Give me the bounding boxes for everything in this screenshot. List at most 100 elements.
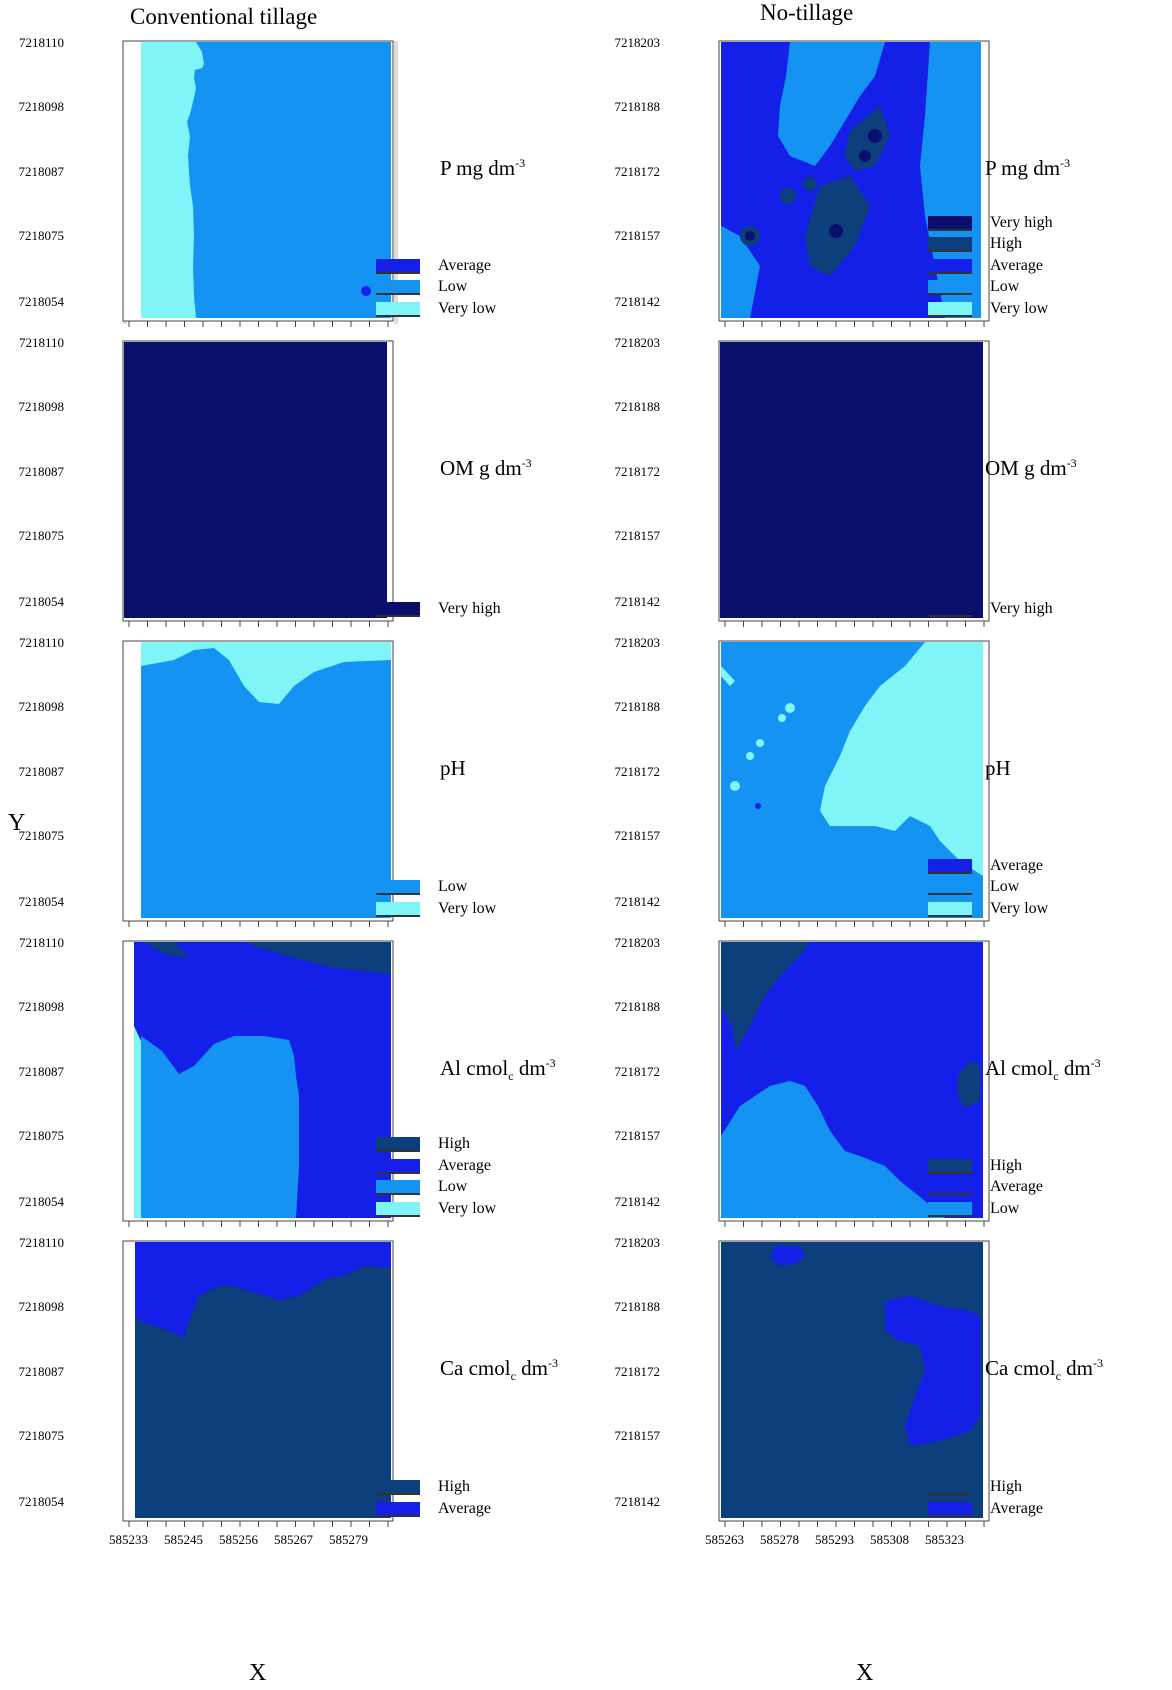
y-tick-label: 7218054: [0, 595, 64, 609]
y-tick-label: 7218054: [0, 1495, 64, 1509]
x-tick-marks: [719, 621, 1009, 631]
variable-name: Al cmol: [440, 1056, 508, 1080]
x-tick-marks: [123, 621, 413, 631]
legend-label: Very low: [438, 300, 496, 318]
legend-label: Very high: [990, 214, 1053, 232]
x-axis-letter-right: X: [856, 1660, 873, 1687]
legend-swatch: [376, 1180, 420, 1195]
legend-swatch: [928, 902, 972, 917]
y-tick-label: 7218087: [0, 165, 64, 179]
column-title-no-tillage: No-tillage: [760, 0, 853, 26]
map-panel-ph-conventional: [44, 636, 324, 926]
y-tick-label: 7218098: [0, 1300, 64, 1314]
y-tick-label: 7218098: [0, 700, 64, 714]
legend-swatch: [928, 602, 972, 617]
x-tick-label: 585293: [815, 1532, 854, 1548]
y-tick-label: 7218172: [582, 765, 660, 779]
y-tick-label: 7218203: [582, 936, 660, 950]
map-panel-p-no-tillage: [640, 36, 920, 326]
legend-label: Very low: [438, 900, 496, 918]
x-tick-label: 585263: [705, 1532, 744, 1548]
y-tick-label: 7218087: [0, 1065, 64, 1079]
variable-suffix: dm: [514, 1056, 546, 1080]
variable-superscript: -3: [1067, 456, 1077, 470]
variable-name: Al cmol: [985, 1056, 1053, 1080]
map-p-no-tillage: [640, 36, 920, 326]
legend-swatch: [928, 1180, 972, 1195]
x-tick-label: 585323: [925, 1532, 964, 1548]
legend-swatch: [376, 880, 420, 895]
y-tick-label: 7218054: [0, 295, 64, 309]
map-panel-al-conventional: [44, 936, 324, 1226]
y-tick-label: 7218075: [0, 829, 64, 843]
y-tick-label: 7218054: [0, 895, 64, 909]
y-tick-label: 7218157: [582, 529, 660, 543]
variable-label: P mg dm-3: [985, 156, 1070, 181]
y-tick-label: 7218098: [0, 100, 64, 114]
map-p-conventional: [44, 36, 324, 326]
y-tick-label: 7218172: [582, 465, 660, 479]
y-tick-label: 7218087: [0, 465, 64, 479]
y-tick-label: 7218110: [0, 636, 64, 650]
legend-swatch: [928, 1480, 972, 1495]
x-tick-label: 585256: [219, 1532, 258, 1548]
variable-superscript: -3: [1091, 1056, 1101, 1070]
x-tick-label: 585279: [329, 1532, 368, 1548]
variable-label: Al cmolc dm-3: [440, 1056, 556, 1084]
x-tick-marks: [123, 321, 413, 331]
y-tick-label: 7218142: [582, 895, 660, 909]
legend-swatch: [928, 1502, 972, 1517]
variable-name: Ca cmol: [440, 1356, 511, 1380]
legend-swatch: [376, 1480, 420, 1495]
variable-superscript: -3: [522, 456, 532, 470]
y-tick-label: 7218188: [582, 1000, 660, 1014]
legend-label: High: [990, 1478, 1022, 1496]
legend-label: Average: [990, 1178, 1043, 1196]
legend-label: Low: [438, 278, 467, 296]
y-tick-label: 7218188: [582, 100, 660, 114]
legend-swatch: [376, 1137, 420, 1152]
legend-label: Very high: [438, 600, 501, 618]
variable-suffix: dm: [516, 1356, 548, 1380]
y-tick-label: 7218087: [0, 1365, 64, 1379]
y-tick-label: 7218087: [0, 765, 64, 779]
x-tick-marks: [719, 321, 1009, 331]
legend-swatch: [928, 880, 972, 895]
legend-label: Average: [990, 257, 1043, 275]
legend-label: High: [438, 1478, 470, 1496]
x-tick-marks: [123, 921, 413, 931]
y-tick-label: 7218142: [582, 1495, 660, 1509]
legend-swatch: [376, 1202, 420, 1217]
map-ca-no-tillage: [640, 1236, 920, 1526]
map-ph-conventional: [44, 636, 324, 926]
variable-label: OM g dm-3: [985, 456, 1077, 481]
legend-label: Average: [438, 257, 491, 275]
y-tick-label: 7218054: [0, 1195, 64, 1209]
variable-label: Al cmolc dm-3: [985, 1056, 1101, 1084]
y-tick-label: 7218142: [582, 1195, 660, 1209]
y-tick-label: 7218075: [0, 1129, 64, 1143]
map-al-conventional: [44, 936, 324, 1226]
legend-swatch: [376, 1502, 420, 1517]
legend-label: Low: [438, 1178, 467, 1196]
map-al-no-tillage: [640, 936, 920, 1226]
x-axis-letter-left: X: [249, 1660, 266, 1687]
x-tick-marks: [719, 921, 1009, 931]
y-tick-label: 7218075: [0, 529, 64, 543]
legend-label: Average: [438, 1500, 491, 1518]
map-om-no-tillage: [640, 336, 920, 626]
map-panel-om-conventional: [44, 336, 324, 626]
legend-swatch: [928, 216, 972, 231]
map-ca-conventional: [44, 1236, 324, 1526]
variable-name: P mg dm: [985, 156, 1060, 180]
y-tick-label: 7218157: [582, 229, 660, 243]
variable-label: OM g dm-3: [440, 456, 532, 481]
variable-name: OM g dm: [985, 456, 1067, 480]
legend-label: Low: [990, 1200, 1019, 1218]
legend-swatch: [376, 902, 420, 917]
legend-swatch: [928, 1202, 972, 1217]
column-title-conventional: Conventional tillage: [130, 4, 317, 30]
legend-label: Average: [438, 1157, 491, 1175]
legend-swatch: [376, 302, 420, 317]
y-tick-label: 7218110: [0, 36, 64, 50]
